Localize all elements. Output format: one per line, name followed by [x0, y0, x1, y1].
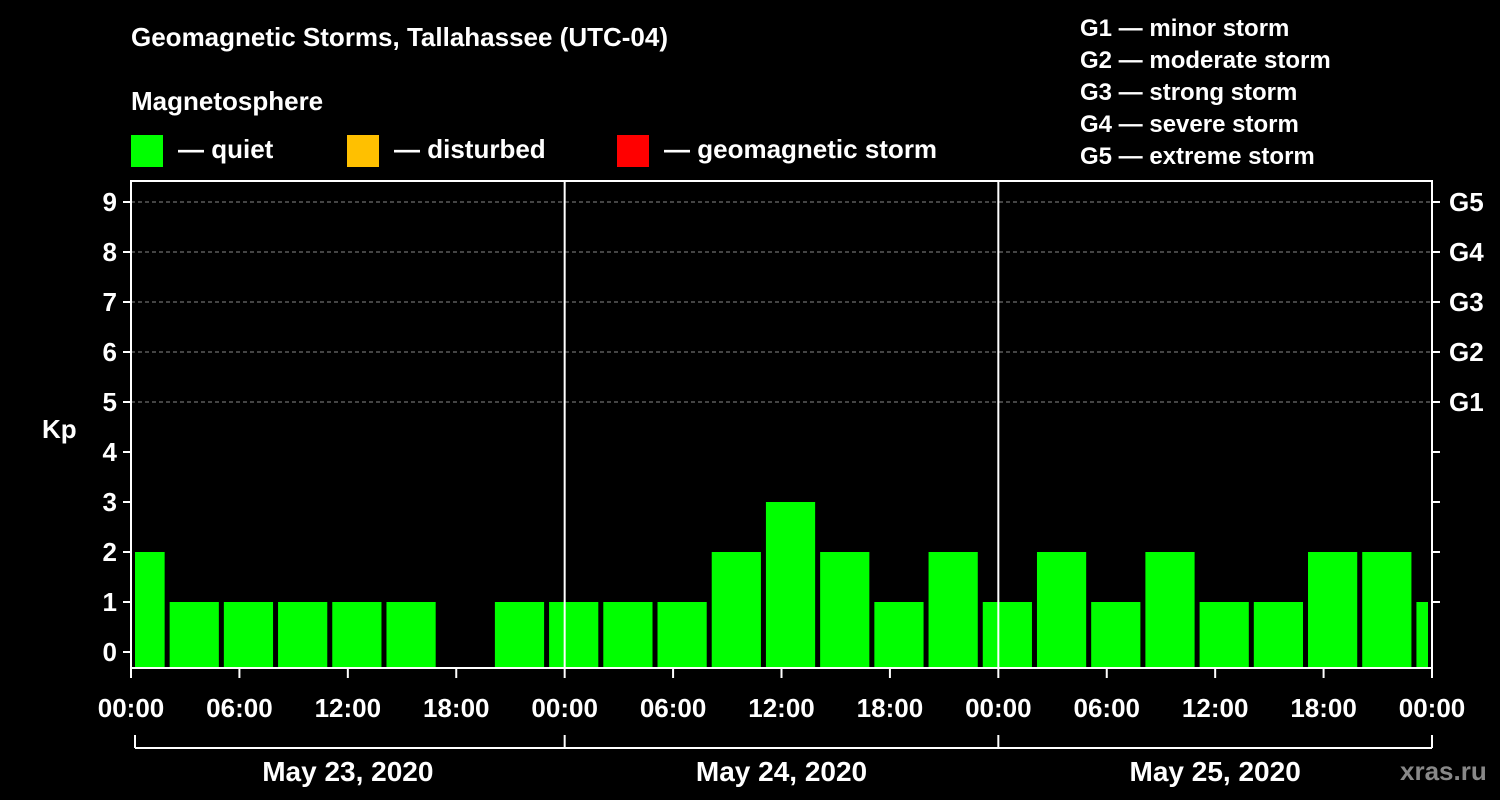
- x-tick-label-4: 00:00: [531, 693, 598, 723]
- x-tick-label-9: 06:00: [1074, 693, 1141, 723]
- right-axis-label-g5: G5: [1449, 187, 1484, 217]
- storm-scale-g5: G5 — extreme storm: [1080, 143, 1315, 170]
- kp-bar-1: [169, 602, 219, 668]
- right-axis-label-g3: G3: [1449, 287, 1484, 317]
- y-tick-label-7: 7: [103, 287, 117, 317]
- y-tick-label-2: 2: [103, 537, 117, 567]
- legend-label-quiet: — quiet: [178, 134, 274, 164]
- x-tick-label-6: 12:00: [748, 693, 815, 723]
- kp-bar-10: [657, 602, 707, 668]
- kp-bar-19: [1145, 552, 1195, 668]
- x-tick-label-5: 06:00: [640, 693, 707, 723]
- y-tick-label-9: 9: [103, 187, 117, 217]
- kp-bar-15: [928, 552, 978, 668]
- chart-title: Geomagnetic Storms, Tallahassee (UTC-04): [131, 22, 669, 52]
- day-label-0: May 23, 2020: [262, 756, 433, 787]
- kp-bar-0: [135, 552, 165, 668]
- storm-scale-g4: G4 — severe storm: [1080, 111, 1299, 138]
- kp-bar-9: [603, 602, 653, 668]
- x-tick-label-10: 12:00: [1182, 693, 1249, 723]
- storm-scale-g2: G2 — moderate storm: [1080, 47, 1331, 74]
- kp-bar-5: [386, 602, 436, 668]
- day-label-2: May 25, 2020: [1130, 756, 1301, 787]
- kp-bar-17: [1036, 552, 1087, 668]
- kp-bar-11: [711, 552, 761, 668]
- kp-bar-20: [1199, 602, 1249, 668]
- kp-bar-18: [1091, 602, 1141, 668]
- legend-title: Magnetosphere: [131, 86, 324, 116]
- x-tick-label-8: 00:00: [965, 693, 1032, 723]
- kp-bar-14: [874, 602, 924, 668]
- y-axis-label: Kp: [42, 414, 77, 444]
- y-tick-label-8: 8: [103, 237, 117, 267]
- storm-scale-g1: G1 — minor storm: [1080, 15, 1290, 42]
- kp-bar-2: [223, 602, 274, 668]
- kp-bar-12: [765, 502, 816, 668]
- y-tick-label-6: 6: [103, 337, 117, 367]
- kp-bar-4: [332, 602, 382, 668]
- kp-bar-16: [982, 602, 1032, 668]
- x-tick-label-12: 00:00: [1399, 693, 1466, 723]
- x-tick-label-2: 12:00: [315, 693, 382, 723]
- right-axis-label-g4: G4: [1449, 237, 1484, 267]
- right-axis-label-g2: G2: [1449, 337, 1484, 367]
- y-tick-label-4: 4: [103, 437, 118, 467]
- kp-bar-3: [278, 602, 328, 668]
- kp-bar-24: [1416, 602, 1428, 668]
- x-tick-label-3: 18:00: [423, 693, 490, 723]
- y-tick-label-5: 5: [103, 387, 117, 417]
- right-axis-label-g1: G1: [1449, 387, 1484, 417]
- kp-bar-21: [1253, 602, 1304, 668]
- credit-text: xras.ru: [1400, 756, 1487, 786]
- y-tick-label-1: 1: [103, 587, 117, 617]
- legend-swatch-storm: [617, 135, 649, 167]
- kp-bar-13: [820, 552, 870, 668]
- day-label-1: May 24, 2020: [696, 756, 867, 787]
- x-tick-label-7: 18:00: [857, 693, 924, 723]
- kp-bar-23: [1362, 552, 1412, 668]
- kp-bar-8: [549, 602, 599, 668]
- y-tick-label-3: 3: [103, 487, 117, 517]
- legend-swatch-disturbed: [347, 135, 379, 167]
- storm-scale-g3: G3 — strong storm: [1080, 79, 1298, 106]
- kp-bar-22: [1308, 552, 1358, 668]
- kp-bar-7: [494, 602, 545, 668]
- legend-label-disturbed: — disturbed: [394, 134, 546, 164]
- y-tick-label-0: 0: [103, 637, 117, 667]
- x-tick-label-1: 06:00: [206, 693, 273, 723]
- legend-label-storm: — geomagnetic storm: [664, 134, 938, 164]
- x-tick-label-0: 00:00: [98, 693, 165, 723]
- legend-swatch-quiet: [131, 135, 163, 167]
- x-tick-label-11: 18:00: [1290, 693, 1357, 723]
